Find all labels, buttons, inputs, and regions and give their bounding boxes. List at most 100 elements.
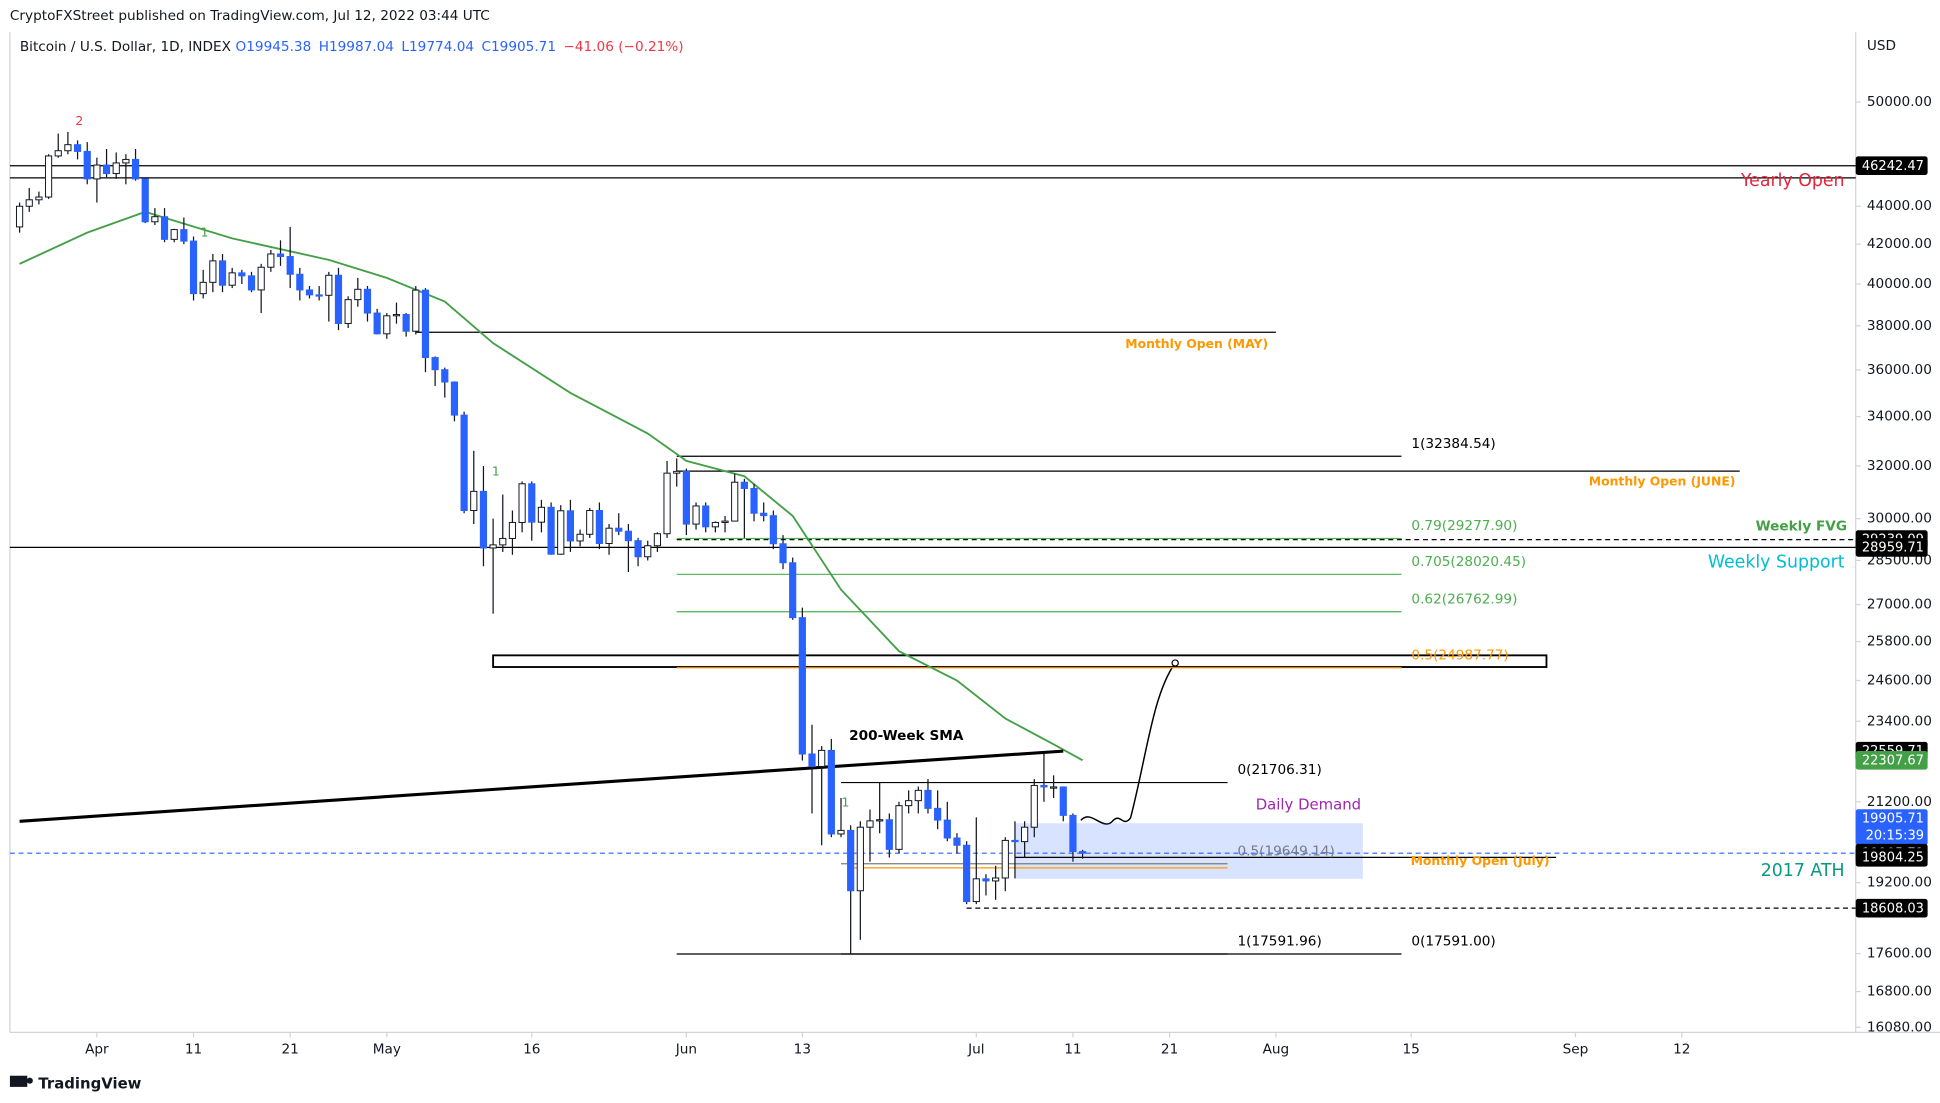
tv-logo [9, 1075, 33, 1087]
candle-body [218, 260, 227, 286]
candle-body [1030, 784, 1038, 828]
candle-body [470, 490, 478, 512]
candle-body [247, 275, 256, 291]
candle-body [779, 543, 787, 564]
candle-body [1040, 784, 1048, 788]
candle-body [441, 369, 449, 383]
candle-body [576, 533, 584, 542]
annotation: 1 [201, 224, 209, 239]
annotation: 1 [841, 795, 849, 810]
price-tag: 46242.47 [1855, 156, 1928, 176]
fib-label: 1(32384.54) [1411, 436, 1495, 452]
x-tick-label: 11 [1064, 1042, 1081, 1058]
candle-body [296, 273, 304, 291]
annotation: 200-Week SMA [849, 728, 964, 744]
ohlc-value: L19774.04 [401, 39, 474, 55]
candle-body [170, 229, 178, 240]
price-tag-box [1855, 848, 1928, 867]
x-tick-label: 13 [794, 1042, 811, 1058]
candle-body [866, 820, 874, 828]
candle-body [808, 753, 816, 767]
y-tick-label: 34000.00 [1867, 409, 1932, 425]
x-tick-label: 21 [1161, 1042, 1178, 1058]
price-tag: 19804.25 [1855, 848, 1928, 867]
candle-body [64, 144, 72, 152]
y-tick-label: 24600.00 [1867, 672, 1932, 688]
candle-body [711, 521, 719, 528]
candle-body [83, 150, 91, 180]
symbol-title: Bitcoin / U.S. Dollar, 1D, INDEX [20, 39, 231, 55]
candle-body [102, 164, 111, 175]
annotation: Yearly Open [1740, 171, 1845, 191]
y-tick-label: 17600.00 [1867, 946, 1932, 962]
candle-body [721, 520, 729, 523]
x-tick-label: Aug [1263, 1042, 1290, 1058]
candle-body [653, 533, 661, 547]
candle-body [663, 472, 671, 535]
x-tick-label: Jun [675, 1042, 697, 1058]
candle-body [760, 512, 768, 517]
candle-body [479, 490, 488, 549]
annotation: Monthly Open (July) [1411, 853, 1550, 868]
annotation: Daily Demand [1256, 796, 1361, 814]
fib-label: 0.62(26762.99) [1411, 591, 1517, 607]
price-tag-box [1855, 538, 1928, 557]
x-tick-label: 21 [281, 1042, 298, 1058]
candle-body [334, 274, 343, 324]
y-tick-label: 40000.00 [1867, 276, 1932, 292]
candle-body [953, 837, 961, 846]
moving-average [19, 749, 1064, 823]
candle-body [943, 819, 951, 839]
candle-body [228, 272, 236, 286]
candle-body [895, 805, 903, 850]
ohlc-value: −41.06 (−0.21%) [563, 39, 683, 55]
candle-body [450, 381, 459, 416]
candle-body [914, 789, 922, 802]
ohlc-value: O19945.38 [236, 39, 312, 55]
fib-label: 0.705(28020.45) [1411, 554, 1526, 570]
y-tick-label: 30000.00 [1867, 511, 1932, 527]
candle-body [238, 272, 246, 277]
currency: USD [1867, 38, 1896, 54]
candle-body [547, 506, 555, 555]
candle-body [644, 545, 652, 558]
fib-label: 0.5(24987.77) [1411, 647, 1508, 663]
candle-body [731, 481, 739, 522]
candle-body [1059, 786, 1067, 816]
published-note: CryptoFXStreet published on TradingView.… [10, 8, 490, 24]
candle-body [392, 314, 401, 317]
price-tag: 28959.71 [1855, 538, 1928, 557]
countdown: 20:15:39 [1866, 828, 1924, 843]
candle-body [363, 288, 372, 314]
candle-body [518, 483, 526, 523]
annotation: Monthly Open (JUNE) [1589, 474, 1736, 489]
candle-body [740, 481, 748, 489]
candle-body [151, 216, 159, 223]
zone-box [492, 654, 1548, 668]
candle-body [673, 470, 681, 474]
candle-body [537, 506, 546, 523]
y-tick-label: 16800.00 [1867, 984, 1932, 1000]
candle-body [963, 844, 971, 903]
candle-body [122, 158, 130, 164]
candle-body [595, 510, 604, 544]
candle-body [499, 537, 507, 546]
candle-body [160, 216, 169, 240]
x-tick-label: 12 [1673, 1042, 1690, 1058]
price-tag-box [1855, 809, 1928, 846]
projection-end [1171, 659, 1179, 667]
candle-body [180, 229, 188, 242]
annotation: Weekly Support [1708, 553, 1845, 573]
annotation: Weekly FVG [1756, 519, 1847, 535]
candle-body [934, 807, 942, 821]
candle-body [1069, 814, 1077, 853]
footer-brand: TradingView [38, 1074, 141, 1092]
candle-body [489, 544, 497, 549]
candle-body [35, 196, 43, 201]
x-tick-label: Jul [967, 1042, 984, 1058]
candle-body [750, 487, 758, 514]
candle-body [702, 505, 710, 528]
candle-body [286, 256, 294, 275]
candle-body [634, 540, 642, 558]
